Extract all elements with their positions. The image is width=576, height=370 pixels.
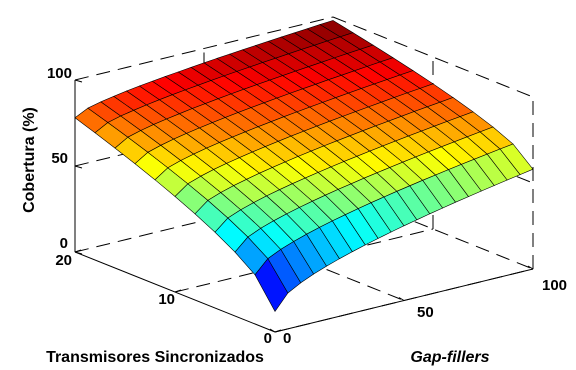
side-edge-top (332, 16, 534, 98)
x-tick-mark-1 (398, 297, 405, 301)
y-tick-mark-2 (74, 249, 82, 253)
z-tick-mark-1 (74, 165, 83, 169)
z-tick-mark-0 (74, 251, 83, 255)
x-tick-50: 50 (417, 304, 434, 321)
tick-labels: 0 50 100 0 10 20 0 50 100 (47, 65, 567, 347)
z-tick-0: 0 (60, 235, 68, 252)
z-tick-50: 50 (51, 150, 68, 167)
x-tick-mark-2 (527, 265, 534, 270)
z-axis-label: Cobertura (%) (21, 107, 38, 213)
y-tick-mark-0 (274, 329, 282, 333)
x-tick-100: 100 (542, 277, 567, 294)
surface-patch (499, 143, 534, 175)
back-edge-top (74, 16, 334, 81)
surface-plot (74, 20, 534, 312)
x-tick-mark-0 (269, 328, 276, 333)
x-axis-label: Gap-fillers (410, 349, 489, 366)
x-tick-0: 0 (283, 330, 291, 347)
y-tick-10: 10 (158, 291, 175, 308)
y-tick-mark-1 (174, 289, 182, 293)
z-tick-mark-2 (74, 79, 83, 83)
y-axis-label: Transmisores Sincronizados (46, 349, 264, 366)
z-tick-100: 100 (47, 65, 72, 82)
y-tick-20: 20 (55, 252, 72, 269)
y-tick-0: 0 (264, 330, 272, 347)
